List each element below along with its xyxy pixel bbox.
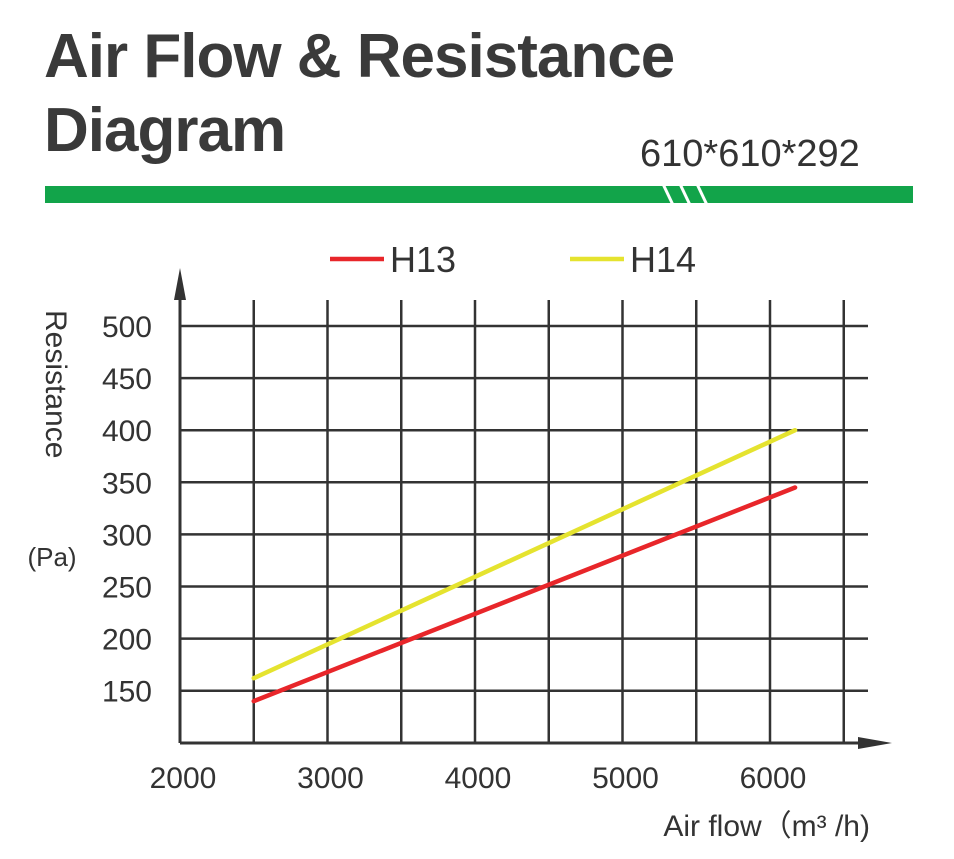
bar-break-mark-1 <box>661 183 675 206</box>
x-tick-label: 2000 <box>150 762 217 795</box>
header-bar <box>45 186 913 203</box>
y-axis-unit: (Pa) <box>27 542 76 572</box>
bar-break-mark-3 <box>695 183 709 206</box>
bar-break-mark-2 <box>678 183 692 206</box>
y-tick-label: 150 <box>102 676 152 709</box>
series-lines <box>251 427 798 704</box>
y-tick-label: 500 <box>102 311 152 344</box>
legend-label-h13: H13 <box>390 239 456 280</box>
y-tick-label: 450 <box>102 363 152 396</box>
y-tick-label: 400 <box>102 415 152 448</box>
x-tick-label: 4000 <box>445 762 512 795</box>
tick-labels: 150 200 250 300 350 400 450 500 2000 3000 4000 5000… <box>102 311 806 795</box>
grid <box>180 300 868 743</box>
legend: H13 H14 <box>330 239 696 280</box>
x-axis-arrow <box>858 737 892 749</box>
y-axis-arrow <box>174 268 186 300</box>
x-tick-label: 6000 <box>740 762 807 795</box>
y-tick-label: 250 <box>102 572 152 605</box>
y-tick-label: 200 <box>102 624 152 657</box>
y-axis-label: Resistance <box>39 310 72 458</box>
x-axis-label: Air flow（m³ /h) <box>663 810 870 843</box>
spec-label: 610*610*292 <box>640 133 860 175</box>
page-title: Air Flow & Resistance Diagram <box>44 22 675 165</box>
x-tick-label: 5000 <box>592 762 659 795</box>
series-line-h14 <box>251 427 798 681</box>
series-line-h13 <box>251 485 798 704</box>
legend-label-h14: H14 <box>630 239 696 280</box>
y-tick-label: 300 <box>102 519 152 552</box>
axes <box>174 268 892 749</box>
y-tick-label: 350 <box>102 467 152 500</box>
x-tick-label: 3000 <box>297 762 364 795</box>
